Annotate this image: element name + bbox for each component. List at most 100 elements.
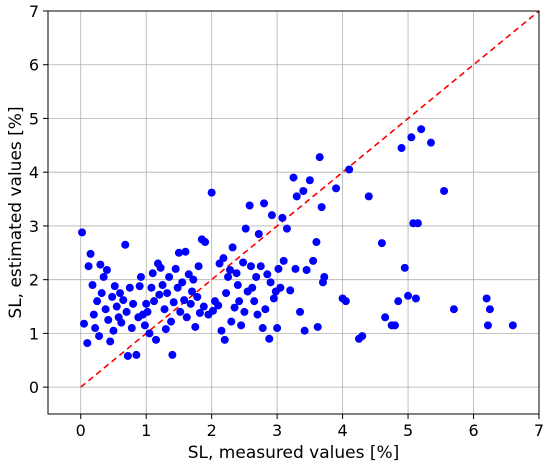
data-point: [201, 238, 210, 247]
data-point: [276, 283, 285, 292]
data-point: [407, 133, 416, 142]
data-point: [168, 350, 177, 359]
data-point: [101, 305, 110, 314]
data-point: [119, 296, 128, 305]
data-point: [258, 324, 267, 333]
data-point: [112, 302, 121, 311]
data-point: [169, 298, 178, 307]
data-point: [194, 262, 203, 271]
x-tick-label: 1: [141, 421, 151, 440]
data-point: [358, 332, 367, 341]
data-point: [188, 287, 197, 296]
data-point: [274, 264, 283, 273]
data-point: [265, 334, 274, 343]
data-point: [299, 187, 308, 196]
data-point: [207, 188, 216, 197]
data-point: [110, 282, 119, 291]
data-point: [95, 332, 104, 341]
data-point: [341, 297, 350, 306]
data-point: [309, 256, 318, 265]
data-point: [214, 301, 223, 310]
data-point: [449, 305, 458, 314]
data-point: [426, 138, 435, 147]
data-point: [127, 324, 136, 333]
x-axis-label: SL, measured values [%]: [188, 443, 400, 463]
data-point: [160, 305, 169, 314]
data-point: [104, 315, 113, 324]
data-point: [161, 325, 170, 334]
plot-frame: [47, 10, 540, 415]
data-point: [129, 299, 138, 308]
data-point: [508, 321, 517, 330]
data-point: [237, 321, 246, 330]
data-point: [222, 289, 231, 298]
x-tick-label: 4: [338, 421, 348, 440]
data-point: [394, 297, 403, 306]
data-point: [173, 283, 182, 292]
data-point: [152, 335, 161, 344]
data-point: [230, 303, 239, 312]
x-tick-label: 7: [534, 421, 544, 440]
data-point: [241, 224, 250, 233]
data-point: [227, 317, 236, 326]
data-point: [235, 297, 244, 306]
data-point: [132, 350, 141, 359]
data-point: [411, 294, 420, 303]
data-point: [191, 322, 200, 331]
data-point: [282, 224, 291, 233]
x-tick-label: 5: [403, 421, 413, 440]
data-point: [313, 322, 322, 331]
data-point: [302, 265, 311, 274]
data-point: [156, 263, 165, 272]
data-point: [320, 272, 329, 281]
x-tick-label: 3: [272, 421, 282, 440]
data-point: [239, 258, 248, 267]
data-point: [176, 307, 185, 316]
data-point: [165, 272, 174, 281]
data-point: [260, 199, 269, 208]
data-point: [78, 228, 87, 237]
data-point: [167, 317, 176, 326]
data-point: [189, 275, 198, 284]
data-point: [400, 263, 409, 272]
data-point: [482, 294, 491, 303]
y-tick-label: 0: [29, 378, 39, 397]
data-point: [106, 337, 115, 346]
data-point: [174, 248, 183, 257]
data-point: [150, 297, 159, 306]
data-point: [91, 324, 100, 333]
data-point: [163, 289, 172, 298]
data-point: [364, 192, 373, 201]
reference-line-layer: [80, 10, 540, 388]
data-point: [143, 307, 152, 316]
data-point: [97, 289, 106, 298]
data-point: [269, 294, 278, 303]
data-point: [485, 305, 494, 314]
data-point: [171, 264, 180, 273]
data-point: [377, 239, 386, 248]
data-point: [291, 264, 300, 273]
data-point: [217, 326, 226, 335]
data-point: [224, 272, 233, 281]
data-point: [108, 292, 117, 301]
y-axis-label: SL, estimated values [%]: [6, 106, 26, 318]
points-layer: [78, 125, 517, 360]
data-point: [117, 318, 126, 327]
data-point: [228, 243, 237, 252]
data-point: [88, 281, 97, 290]
data-point: [440, 187, 449, 196]
x-tick-label: 6: [468, 421, 478, 440]
y-tick-label: 5: [29, 109, 39, 128]
data-point: [233, 281, 242, 290]
data-point: [390, 321, 399, 330]
data-point: [225, 265, 234, 274]
data-point: [135, 282, 144, 291]
data-point: [417, 125, 426, 134]
data-point: [155, 290, 164, 299]
data-point: [219, 254, 228, 263]
data-point: [292, 192, 301, 201]
grid: [48, 10, 540, 414]
data-point: [181, 247, 190, 256]
data-point: [256, 262, 265, 271]
